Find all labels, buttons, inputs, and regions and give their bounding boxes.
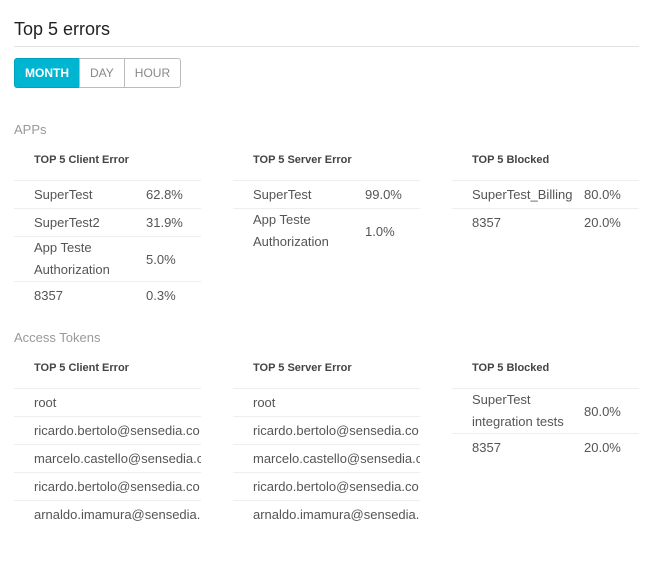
table-row: SuperTest2 31.9%: [14, 209, 201, 237]
apps-section-label: APPs: [14, 122, 47, 137]
hour-button[interactable]: HOUR: [123, 58, 182, 88]
table-row: SuperTest integration tests 80.0%: [452, 389, 639, 434]
apps-blocked-table: TOP 5 Blocked SuperTest_Billing 80.0% 8357 2…: [452, 150, 639, 236]
table-row: App Teste Authorization 5.0%: [14, 237, 201, 282]
table-header: TOP 5 Client Error: [14, 358, 201, 389]
divider: [14, 46, 639, 47]
table-row: arnaldo.imamura@sensedia.: [14, 501, 201, 528]
month-button[interactable]: MONTH: [14, 58, 80, 88]
row-name: arnaldo.imamura@sensedia.: [253, 506, 420, 522]
tokens-section-label: Access Tokens: [14, 330, 101, 345]
table-row: ricardo.bertolo@sensedia.co: [233, 473, 420, 501]
table-row: root: [233, 389, 420, 417]
row-name: ricardo.bertolo@sensedia.co: [34, 422, 200, 438]
table-row: 8357 20.0%: [452, 209, 639, 236]
apps-client-error-table: TOP 5 Client Error SuperTest 62.8% SuperTes…: [14, 150, 201, 309]
table-row: marcelo.castello@sensedia.c: [233, 445, 420, 473]
row-percent: 99.0%: [365, 187, 402, 202]
table-header: TOP 5 Client Error: [14, 150, 201, 181]
row-percent: 80.0%: [584, 187, 621, 202]
row-percent: 20.0%: [584, 215, 621, 230]
row-percent: 5.0%: [146, 251, 176, 267]
apps-server-error-table: TOP 5 Server Error SuperTest 99.0% App Test…: [233, 150, 420, 253]
table-row: arnaldo.imamura@sensedia.: [233, 501, 420, 528]
row-percent: 31.9%: [146, 215, 183, 230]
row-percent: 0.3%: [146, 288, 176, 303]
row-name: root: [253, 394, 276, 410]
row-percent: 62.8%: [146, 187, 183, 202]
table-row: App Teste Authorization 1.0%: [233, 209, 420, 253]
row-name: marcelo.castello@sensedia.c: [253, 450, 420, 466]
row-name: ricardo.bertolo@sensedia.co: [34, 478, 200, 494]
table-header: TOP 5 Blocked: [452, 150, 639, 181]
tokens-blocked-table: TOP 5 Blocked SuperTest integration tests…: [452, 358, 639, 461]
row-percent: 80.0%: [584, 403, 621, 419]
row-name: App Teste Authorization: [253, 212, 329, 249]
row-name: SuperTest: [34, 186, 93, 202]
row-name: ricardo.bertolo@sensedia.co: [253, 478, 419, 494]
table-row: SuperTest 99.0%: [233, 181, 420, 209]
row-name: SuperTest: [253, 186, 312, 202]
table-row: ricardo.bertolo@sensedia.co: [233, 417, 420, 445]
table-row: ricardo.bertolo@sensedia.co: [14, 417, 201, 445]
table-row: 8357 0.3%: [14, 282, 201, 309]
row-name: arnaldo.imamura@sensedia.: [34, 506, 201, 522]
row-name: marcelo.castello@sensedia.c: [34, 450, 201, 466]
table-row: SuperTest 62.8%: [14, 181, 201, 209]
row-percent: 1.0%: [365, 223, 395, 239]
table-row: root: [14, 389, 201, 417]
row-name: 8357: [472, 439, 501, 455]
table-row: ricardo.bertolo@sensedia.co: [14, 473, 201, 501]
period-filter: MONTH DAY HOUR: [14, 58, 182, 88]
table-row: marcelo.castello@sensedia.c: [14, 445, 201, 473]
row-name: root: [34, 394, 57, 410]
row-name: SuperTest_Billing: [472, 186, 573, 202]
row-name: App Teste Authorization: [34, 240, 110, 277]
tokens-client-error-table: TOP 5 Client Error root ricardo.bertolo@se…: [14, 358, 201, 528]
page-title: Top 5 errors: [14, 19, 111, 39]
row-name: SuperTest2: [34, 214, 100, 230]
row-name: 8357: [472, 214, 501, 230]
row-name: ricardo.bertolo@sensedia.co: [253, 422, 419, 438]
row-name: SuperTest integration tests: [472, 392, 564, 429]
table-header: TOP 5 Server Error: [233, 358, 420, 389]
table-header: TOP 5 Blocked: [452, 358, 639, 389]
table-header: TOP 5 Server Error: [233, 150, 420, 181]
day-button[interactable]: DAY: [79, 58, 125, 88]
tokens-server-error-table: TOP 5 Server Error root ricardo.bertolo@se…: [233, 358, 420, 528]
table-row: SuperTest_Billing 80.0%: [452, 181, 639, 209]
row-name: 8357: [34, 287, 63, 303]
row-percent: 20.0%: [584, 440, 621, 455]
table-row: 8357 20.0%: [452, 434, 639, 461]
